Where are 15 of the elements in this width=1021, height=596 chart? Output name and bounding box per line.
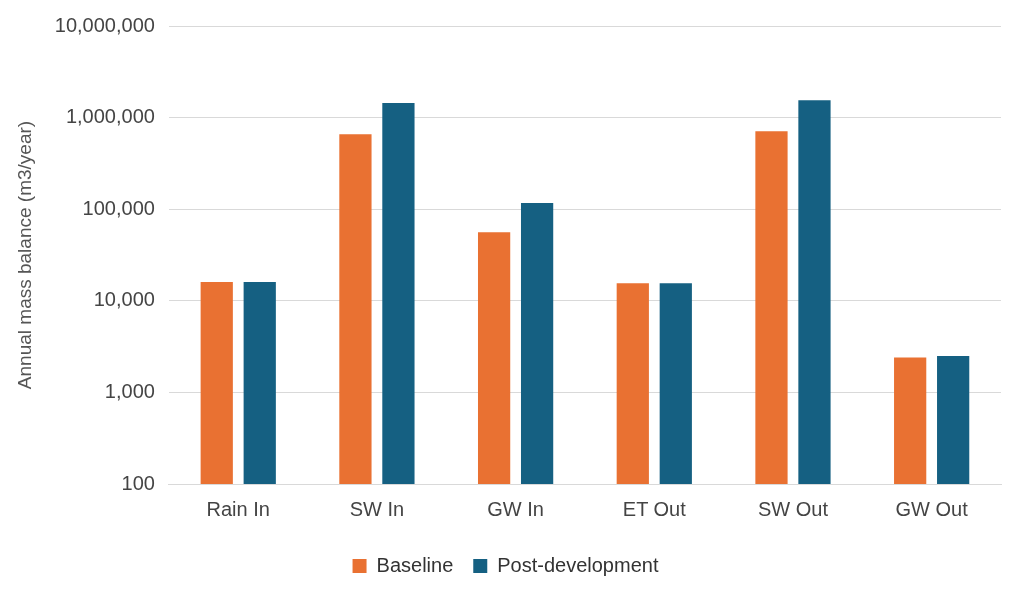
- legend-label: Baseline: [376, 553, 454, 576]
- y-tick-label: 100,000: [82, 196, 155, 219]
- y-tick-label: 10,000: [93, 288, 155, 311]
- x-tick-label: SW Out: [757, 497, 829, 520]
- x-tick-label: ET Out: [622, 497, 687, 520]
- y-tick-label: 100: [121, 471, 155, 494]
- x-tick-label: GW In: [487, 497, 544, 520]
- x-tick-label: Rain In: [206, 497, 270, 520]
- y-tick-label: 1,000,000: [65, 105, 155, 128]
- x-tick-label: GW Out: [895, 497, 969, 520]
- y-tick-label: 10,000,000: [54, 13, 155, 36]
- y-axis-title: Annual mass balance (m3/year): [13, 120, 35, 390]
- y-tick-label: 1,000: [104, 379, 155, 402]
- x-tick-label: SW In: [349, 497, 405, 520]
- legend-label: Post-development: [497, 553, 659, 576]
